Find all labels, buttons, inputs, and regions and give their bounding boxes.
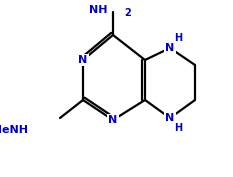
Text: H: H (174, 33, 182, 43)
Text: N: N (78, 55, 88, 65)
Text: N: N (165, 113, 175, 123)
Text: 2: 2 (124, 8, 131, 18)
Text: N: N (165, 43, 175, 53)
Text: N: N (108, 115, 118, 125)
Text: H: H (174, 123, 182, 133)
Text: NH: NH (89, 5, 108, 15)
Text: MeNH: MeNH (0, 125, 28, 135)
